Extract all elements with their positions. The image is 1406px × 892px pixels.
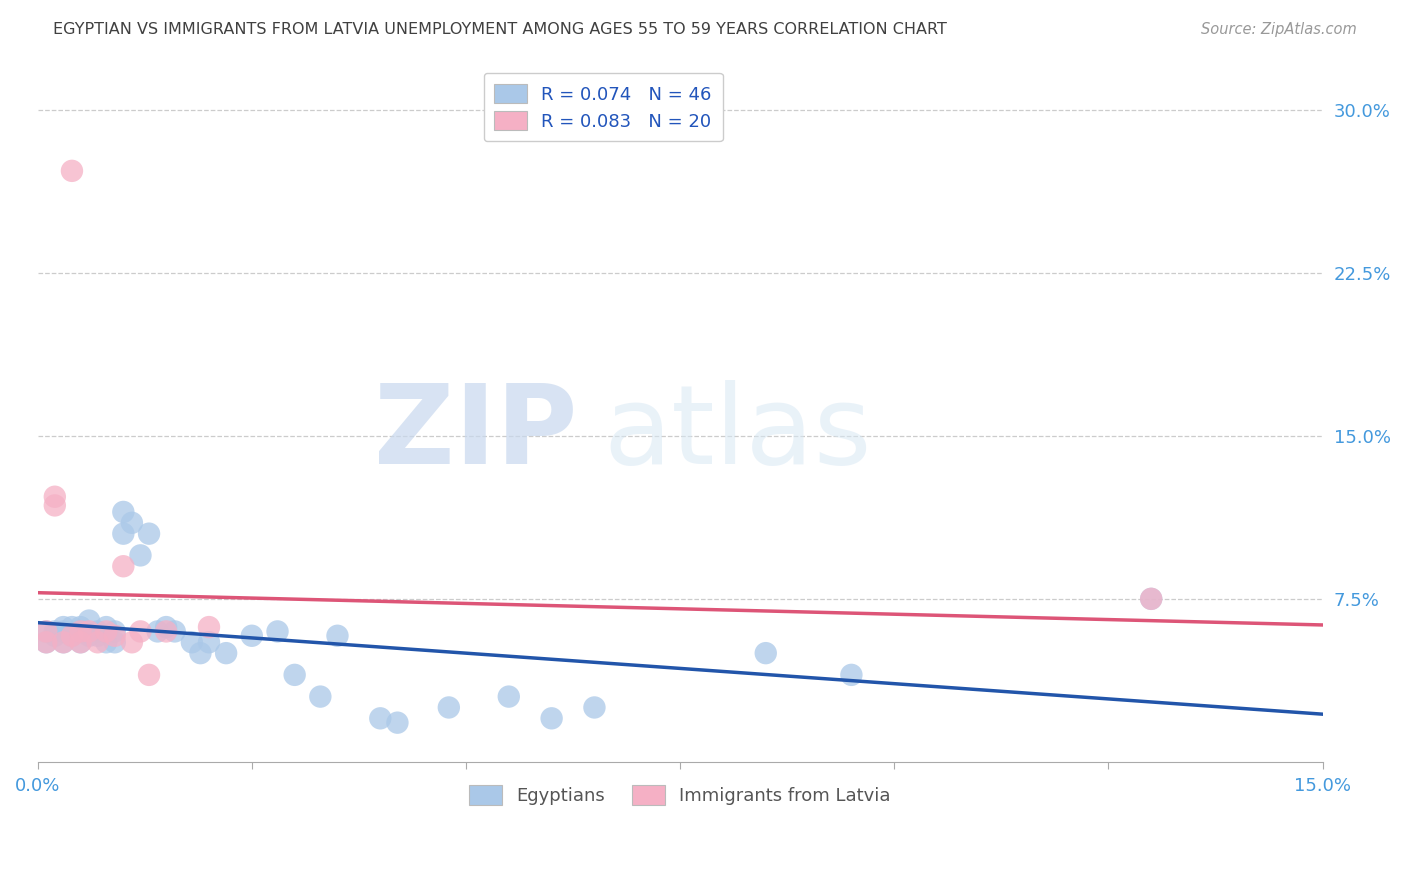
- Point: [104, 635, 127, 649]
- Point: [69, 624, 91, 639]
- Point: [112, 505, 135, 519]
- Point: [190, 646, 212, 660]
- Point: [138, 668, 160, 682]
- Point: [60, 620, 83, 634]
- Point: [309, 690, 332, 704]
- Point: [755, 646, 778, 660]
- Point: [52, 635, 75, 649]
- Point: [841, 668, 863, 682]
- Point: [86, 624, 108, 639]
- Point: [96, 624, 118, 639]
- Point: [86, 635, 108, 649]
- Point: [69, 620, 91, 634]
- Point: [583, 700, 606, 714]
- Point: [155, 620, 177, 634]
- Point: [60, 629, 83, 643]
- Point: [35, 624, 58, 639]
- Point: [77, 614, 100, 628]
- Point: [163, 624, 186, 639]
- Point: [44, 490, 66, 504]
- Point: [77, 624, 100, 639]
- Point: [1140, 591, 1163, 606]
- Point: [180, 635, 202, 649]
- Point: [215, 646, 238, 660]
- Point: [44, 629, 66, 643]
- Point: [44, 499, 66, 513]
- Point: [498, 690, 520, 704]
- Point: [284, 668, 307, 682]
- Point: [86, 629, 108, 643]
- Point: [155, 624, 177, 639]
- Point: [52, 620, 75, 634]
- Point: [266, 624, 288, 639]
- Point: [326, 629, 349, 643]
- Point: [112, 526, 135, 541]
- Point: [35, 624, 58, 639]
- Legend: Egyptians, Immigrants from Latvia: Egyptians, Immigrants from Latvia: [460, 776, 900, 814]
- Point: [146, 624, 169, 639]
- Point: [60, 629, 83, 643]
- Point: [69, 624, 91, 639]
- Point: [96, 620, 118, 634]
- Text: EGYPTIAN VS IMMIGRANTS FROM LATVIA UNEMPLOYMENT AMONG AGES 55 TO 59 YEARS CORREL: EGYPTIAN VS IMMIGRANTS FROM LATVIA UNEMP…: [53, 22, 948, 37]
- Point: [44, 624, 66, 639]
- Point: [35, 635, 58, 649]
- Point: [60, 164, 83, 178]
- Text: atlas: atlas: [603, 380, 872, 487]
- Point: [121, 516, 143, 530]
- Point: [104, 629, 127, 643]
- Point: [240, 629, 263, 643]
- Point: [138, 526, 160, 541]
- Point: [69, 635, 91, 649]
- Point: [540, 711, 562, 725]
- Point: [69, 635, 91, 649]
- Point: [198, 620, 221, 634]
- Point: [437, 700, 460, 714]
- Point: [77, 629, 100, 643]
- Point: [1140, 591, 1163, 606]
- Point: [96, 635, 118, 649]
- Text: ZIP: ZIP: [374, 380, 578, 487]
- Point: [112, 559, 135, 574]
- Point: [198, 635, 221, 649]
- Point: [121, 635, 143, 649]
- Point: [52, 635, 75, 649]
- Point: [129, 549, 152, 563]
- Text: Source: ZipAtlas.com: Source: ZipAtlas.com: [1201, 22, 1357, 37]
- Point: [129, 624, 152, 639]
- Point: [35, 635, 58, 649]
- Point: [52, 624, 75, 639]
- Point: [104, 624, 127, 639]
- Point: [387, 715, 409, 730]
- Point: [368, 711, 391, 725]
